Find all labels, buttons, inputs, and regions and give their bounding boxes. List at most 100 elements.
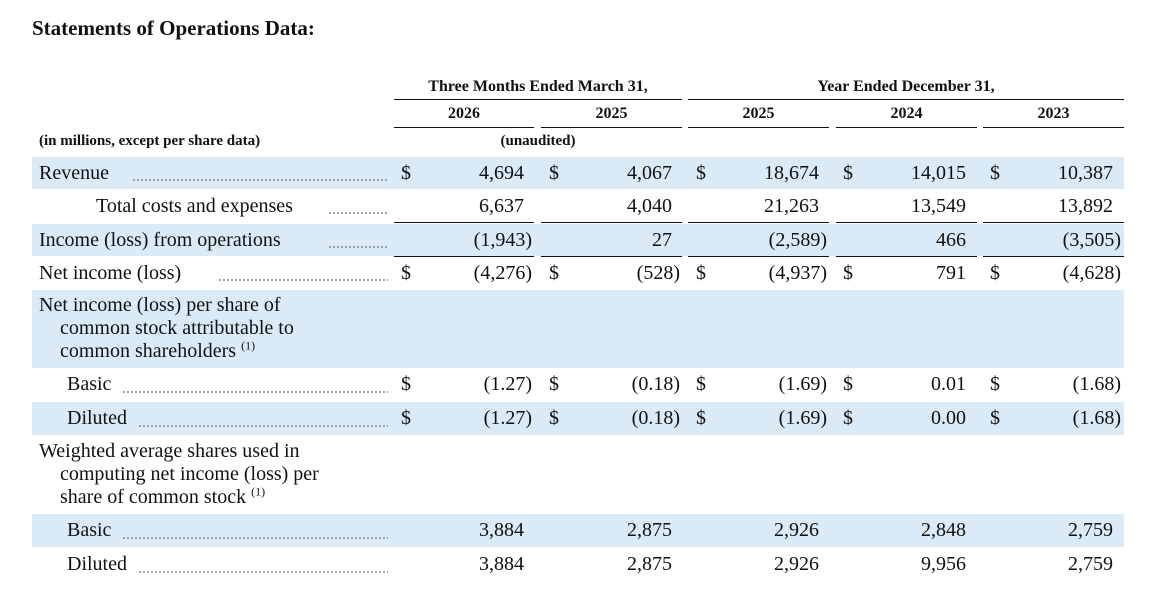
eps-heading-line: common stock attributable to [60, 317, 294, 339]
currency-symbol: $ [843, 162, 853, 184]
value-2024: 2,848 [921, 519, 966, 541]
footnote-marker: (1) [241, 338, 256, 353]
currency-symbol: $ [549, 407, 559, 429]
header-year-q1-2025: 2025 [595, 105, 628, 122]
value-q1-2025: (0.18) [631, 407, 680, 429]
shares-heading-text: share of common stock [60, 486, 247, 508]
currency-symbol: $ [401, 262, 411, 284]
value-2023: (1.68) [1072, 407, 1121, 429]
subtotal-rule [836, 256, 977, 257]
value-q1-2025: 4,040 [627, 195, 672, 217]
currency-symbol: $ [549, 162, 559, 184]
value-2025: (1.69) [778, 407, 827, 429]
currency-symbol: $ [990, 407, 1000, 429]
value-2023: 2,759 [1068, 519, 1113, 541]
value-2024: 13,549 [911, 195, 966, 217]
value-q1-2026: 3,884 [479, 553, 524, 575]
value-2025: 2,926 [774, 553, 819, 575]
value-q1-2026: (1.27) [483, 373, 532, 395]
currency-symbol: $ [990, 162, 1000, 184]
row-label: Basic [67, 519, 112, 541]
header-year-ended-rule [688, 99, 1124, 100]
subtotal-rule [394, 222, 534, 223]
header-year-q1-2026: 2026 [448, 105, 480, 122]
shares-heading-line: share of common stock (1) [60, 485, 265, 509]
currency-symbol: $ [990, 262, 1000, 284]
row-shares-diluted: Diluted 3,884 2,875 2,926 9,956 2,759 [32, 548, 1124, 581]
currency-symbol: $ [549, 262, 559, 284]
row-revenue: Revenue $ 4,694 $ 4,067 $ 18,674 $ 14,01… [32, 157, 1124, 189]
value-q1-2026: (4,276) [473, 262, 532, 284]
header-year-2023: 2023 [1037, 105, 1070, 122]
value-q1-2025: 27 [652, 229, 672, 251]
currency-symbol: $ [843, 407, 853, 429]
currency-symbol: $ [696, 262, 706, 284]
value-2023: 13,892 [1058, 195, 1113, 217]
row-label: Total costs and expenses [96, 195, 293, 217]
value-2023: (3,505) [1062, 229, 1121, 251]
year-rule [983, 127, 1124, 128]
eps-heading-text: common shareholders [60, 340, 237, 362]
currency-symbol: $ [990, 373, 1000, 395]
currency-symbol: $ [401, 407, 411, 429]
currency-symbol: $ [843, 373, 853, 395]
leader-dots [138, 571, 388, 573]
leader-dots [328, 212, 388, 214]
subtotal-rule [394, 256, 534, 257]
currency-symbol: $ [696, 407, 706, 429]
value-2024: 791 [936, 262, 966, 284]
value-2023: (4,628) [1062, 262, 1121, 284]
value-q1-2026: 6,637 [479, 195, 524, 217]
row-label: Net income (loss) [39, 262, 182, 284]
header-year-ended: Year Ended December 31, [817, 78, 995, 95]
row-shares-basic: Basic 3,884 2,875 2,926 2,848 2,759 [32, 514, 1124, 547]
leader-dots [122, 391, 388, 393]
header-year-2024: 2024 [890, 105, 923, 122]
year-rule [394, 127, 534, 128]
value-q1-2025: 2,875 [627, 519, 672, 541]
subtotal-rule [983, 222, 1124, 223]
section-title: Statements of Operations Data: [32, 16, 315, 40]
subtotal-rule [688, 256, 829, 257]
value-q1-2026: 4,694 [479, 162, 524, 184]
currency-symbol: $ [549, 373, 559, 395]
value-2025: (2,589) [768, 229, 827, 251]
currency-symbol: $ [401, 373, 411, 395]
value-2023: (1.68) [1072, 373, 1121, 395]
value-q1-2026: 3,884 [479, 519, 524, 541]
row-label: Income (loss) from operations [39, 229, 281, 251]
value-q1-2025: (0.18) [631, 373, 680, 395]
leader-dots [218, 279, 388, 281]
value-q1-2025: 4,067 [627, 162, 672, 184]
subtotal-rule [541, 256, 682, 257]
subtotal-rule [983, 256, 1124, 257]
currency-symbol: $ [696, 373, 706, 395]
header-year-2025: 2025 [742, 105, 775, 122]
value-2024: 0.00 [931, 407, 966, 429]
row-eps-heading: Net income (loss) per share of common st… [32, 290, 1124, 368]
year-rule [688, 127, 829, 128]
row-label: Basic [67, 373, 112, 395]
subtotal-rule [836, 222, 977, 223]
row-total-costs: Total costs and expenses 6,637 4,040 21,… [32, 190, 1124, 222]
currency-symbol: $ [843, 262, 853, 284]
eps-heading-line: Net income (loss) per share of [39, 294, 281, 316]
subtotal-rule [688, 222, 829, 223]
value-q1-2026: (1,943) [473, 229, 532, 251]
row-eps-diluted: Diluted $ (1.27) $ (0.18) $ (1.69) $ 0.0… [32, 402, 1124, 435]
year-rule [836, 127, 977, 128]
value-2024: 9,956 [921, 553, 966, 575]
row-label: Diluted [67, 407, 127, 429]
year-rule [541, 127, 682, 128]
leader-dots [328, 246, 388, 248]
row-shares-heading: Weighted average shares used in computin… [32, 436, 1124, 513]
units-label: (in millions, except per share data) [39, 133, 261, 149]
value-2023: 2,759 [1068, 553, 1113, 575]
eps-heading-line: common shareholders (1) [60, 339, 255, 363]
value-2025: 18,674 [764, 162, 819, 184]
leader-dots [132, 179, 388, 181]
header-three-months: Three Months Ended March 31, [428, 78, 648, 95]
row-label: Diluted [67, 553, 127, 575]
value-2025: (1.69) [778, 373, 827, 395]
row-income-operations: Income (loss) from operations (1,943) 27… [32, 224, 1124, 256]
